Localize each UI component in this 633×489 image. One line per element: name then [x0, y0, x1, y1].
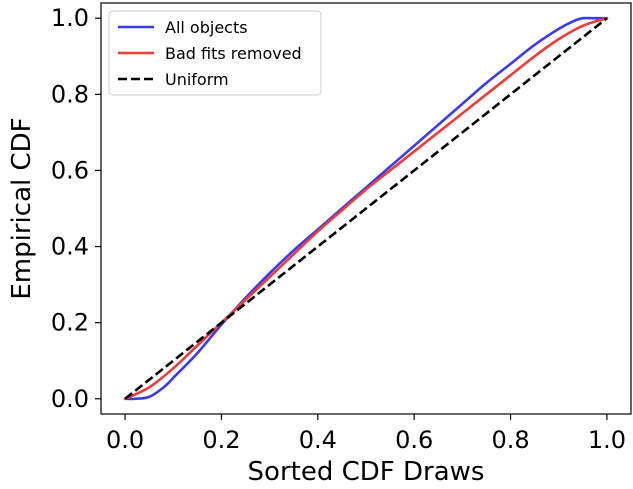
y-tick-label: 0.0 [51, 385, 89, 413]
x-tick-label: 0.2 [202, 426, 240, 454]
legend-label-0: All objects [165, 18, 248, 37]
x-axis-label: Sorted CDF Draws [248, 457, 485, 487]
x-tick-label: 0.4 [299, 426, 337, 454]
series-line-2 [124, 17, 608, 400]
series-line-0 [123, 16, 609, 401]
y-tick-label: 0.6 [51, 156, 89, 184]
ticks-layer: 0.0 0.2 0.4 0.6 0.8 1.0 0.0 0.2 0.4 0.6 0.8 1.0 [51, 4, 626, 454]
y-tick-label: 0.8 [51, 80, 89, 108]
x-tick-label: 0.6 [395, 426, 433, 454]
plot-frame [100, 2, 632, 415]
x-tick-label: 1.0 [588, 426, 626, 454]
x-tick-label: 0.8 [491, 426, 529, 454]
legend-label-1: Bad fits removed [165, 44, 302, 63]
legend-box [108, 10, 322, 96]
legend: All objects Bad fits removed Uniform [108, 10, 322, 96]
y-tick-label: 0.4 [51, 233, 89, 261]
y-tick-label: 0.2 [51, 309, 89, 337]
series-line-1 [123, 16, 609, 401]
series-layer [123, 16, 609, 401]
x-tick-label: 0.0 [106, 426, 144, 454]
y-axis-label: Empirical CDF [7, 117, 37, 299]
y-tick-label: 1.0 [51, 4, 89, 32]
legend-label-2: Uniform [165, 70, 229, 89]
